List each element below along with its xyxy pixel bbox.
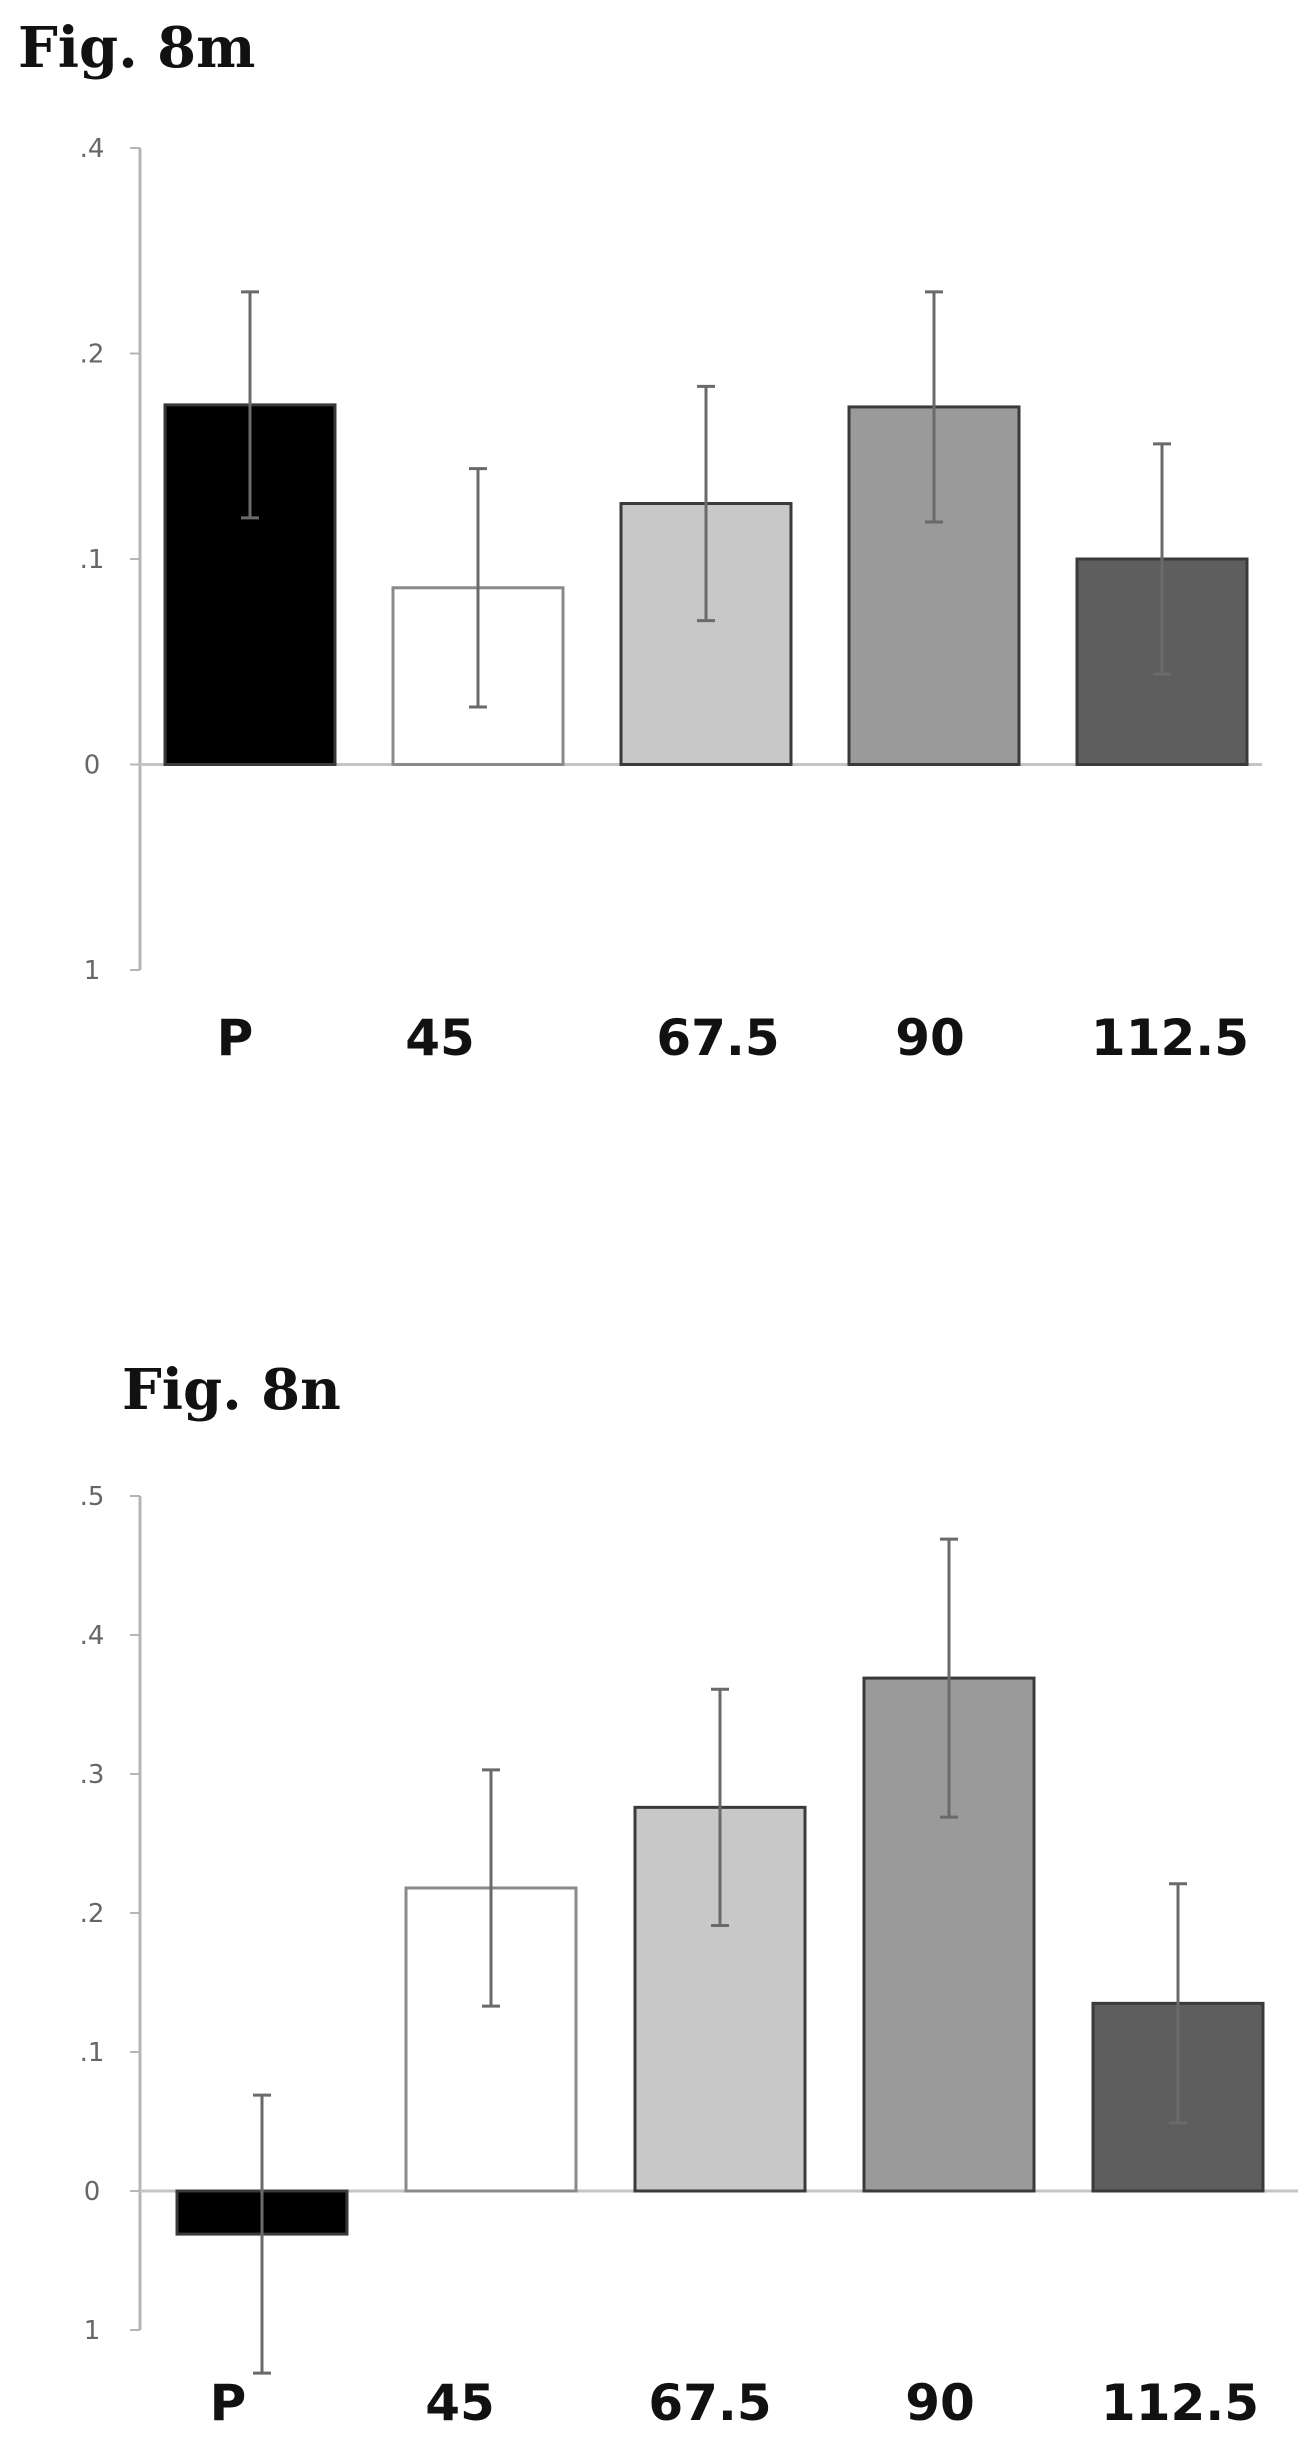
- y-tick-label-n: .2: [80, 1899, 105, 1929]
- error-bar-m-P: [241, 290, 259, 520]
- y-tick-label-n: .1: [80, 2038, 105, 2068]
- x-category-label-n: 112.5: [1101, 2374, 1259, 2432]
- chart-title-8n: Fig. 8n: [122, 1357, 341, 1423]
- y-tick-label-n: 0: [84, 2177, 101, 2207]
- x-category-label-m: 67.5: [656, 1009, 779, 1067]
- x-category-label-n: 90: [905, 2374, 975, 2432]
- error-bar-m-45: [469, 467, 487, 709]
- x-category-label-n: 67.5: [648, 2374, 771, 2432]
- y-tick-label-n: .3: [80, 1760, 105, 1790]
- y-tick-label-m: 0: [84, 751, 101, 781]
- y-tick-label-n: .4: [80, 1621, 105, 1651]
- bar-chart-8m: .4 .2 .1 0 1 P 45 67.5 90 112.5: [80, 134, 1262, 1067]
- y-tick-label-n: .5: [80, 1482, 105, 1512]
- y-tick-label-n: 1: [84, 2316, 101, 2346]
- x-category-label-m: 112.5: [1091, 1009, 1249, 1067]
- error-bar-m-67.5: [697, 384, 715, 623]
- error-bar-n-90: [940, 1537, 958, 1819]
- x-category-label-n: 45: [425, 2374, 495, 2432]
- error-bar-n-67.5: [711, 1687, 729, 1928]
- y-tick-label-m: .1: [80, 545, 105, 575]
- error-bar-n-45: [482, 1768, 500, 2008]
- chart-title-8m: Fig. 8m: [18, 15, 256, 81]
- y-tick-label-m: 1: [84, 956, 101, 986]
- x-category-label-m: P: [217, 1009, 254, 1067]
- error-bar-n-P: [253, 2093, 271, 2375]
- y-tick-label-m: .4: [80, 134, 105, 164]
- x-category-label-n: P: [210, 2374, 247, 2432]
- x-category-label-m: 45: [405, 1009, 475, 1067]
- error-bar-m-90: [925, 290, 943, 524]
- y-tick-label-m: .2: [80, 340, 105, 370]
- error-bar-m-112.5: [1153, 442, 1171, 676]
- x-category-label-m: 90: [895, 1009, 965, 1067]
- error-bar-n-112.5: [1169, 1882, 1187, 2125]
